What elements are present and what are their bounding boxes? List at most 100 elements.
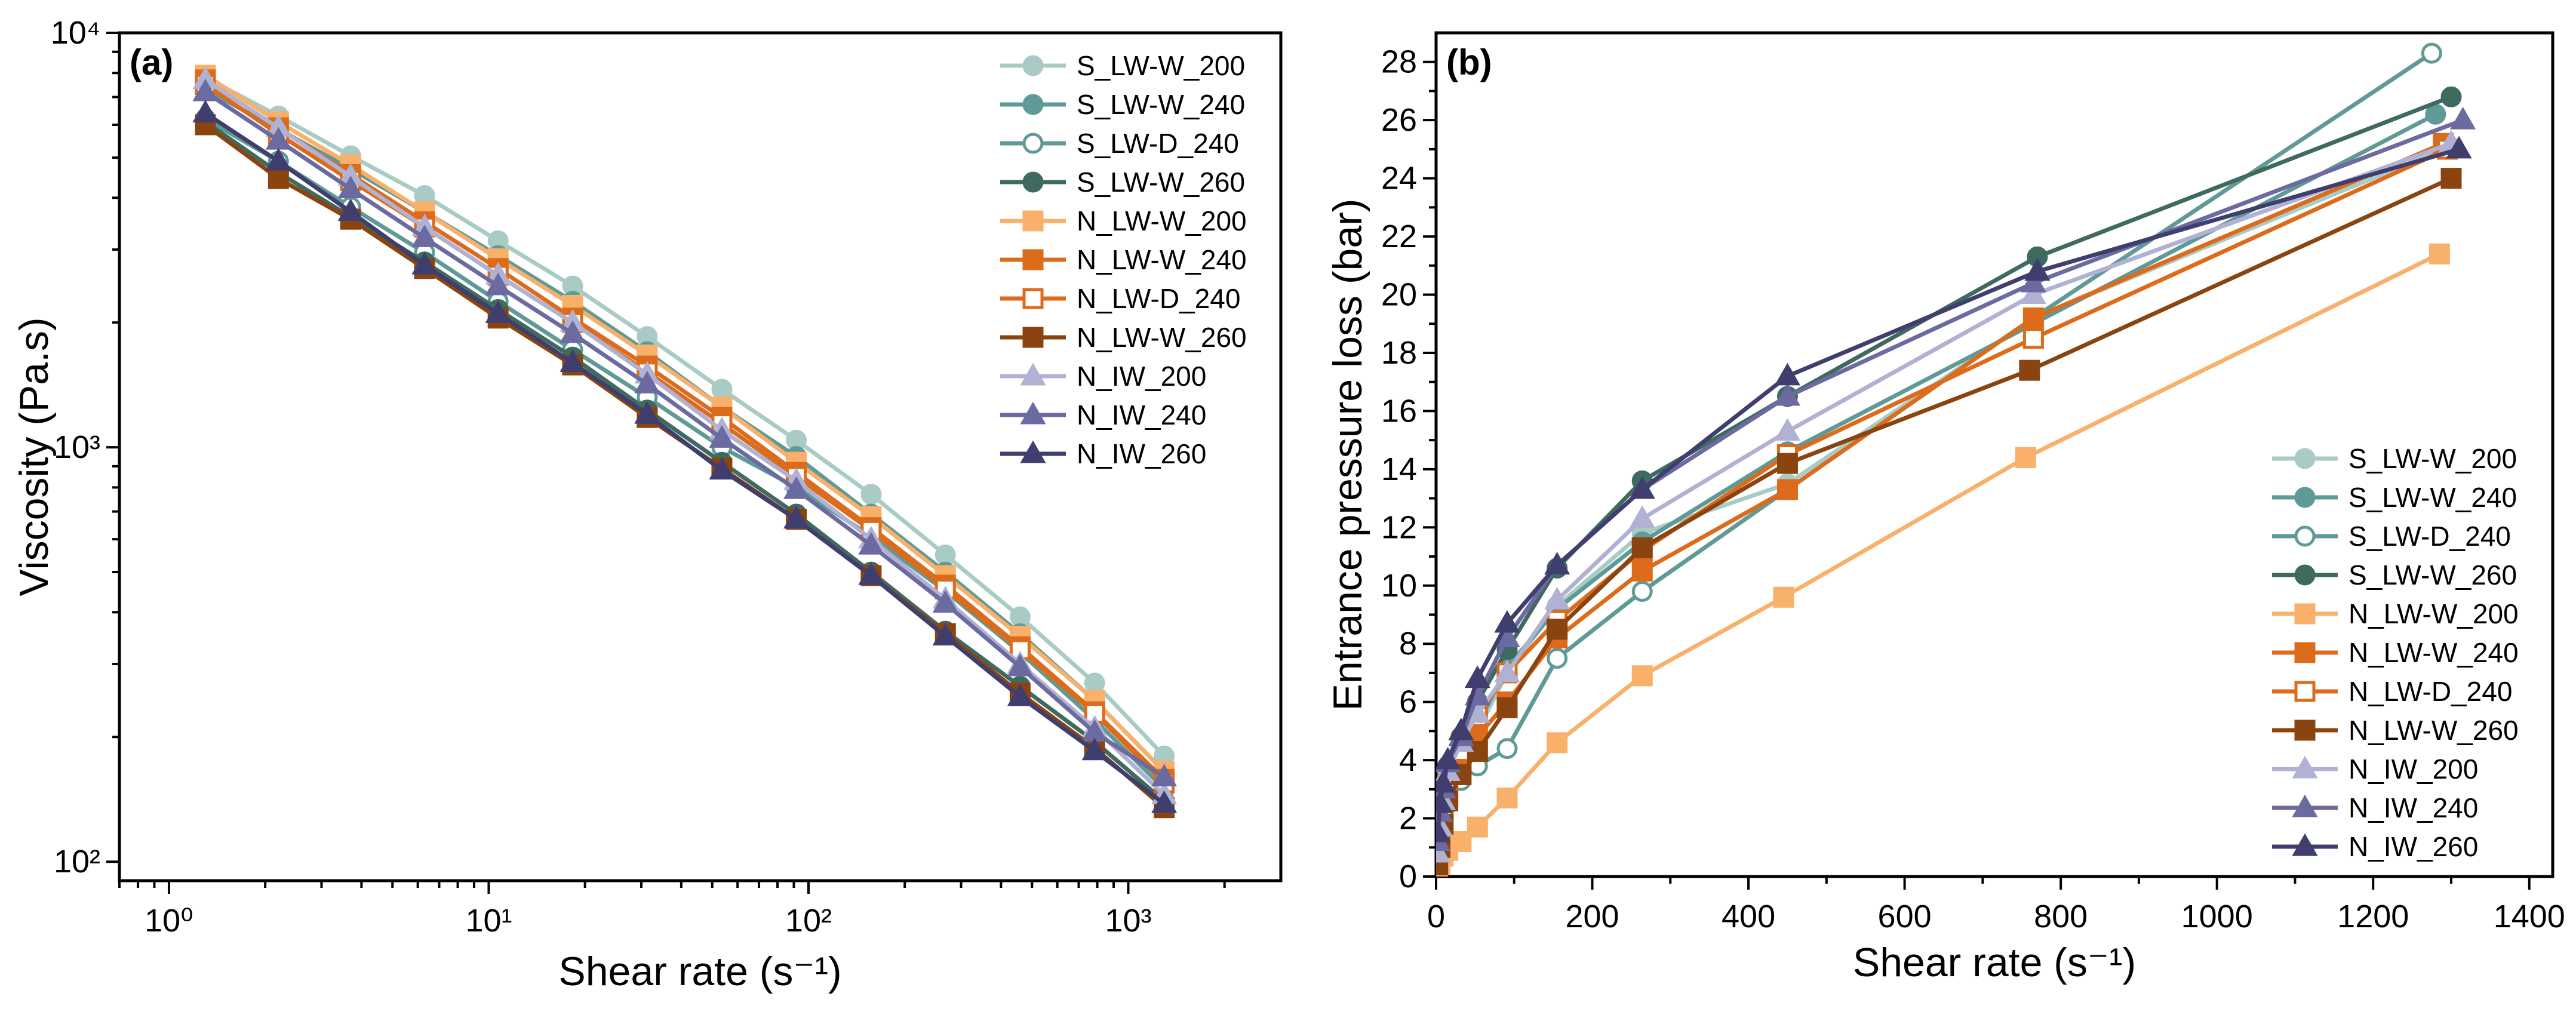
- y-tick-label: 22: [1381, 219, 1417, 254]
- y-tick-label: 26: [1381, 102, 1417, 138]
- legend-marker: [2294, 525, 2316, 547]
- x-tick-label: 10⁰: [145, 903, 193, 939]
- legend-marker: [1022, 288, 1044, 309]
- legend-item: S_LW-W_240: [1000, 89, 1245, 120]
- legend-marker: [1020, 401, 1046, 425]
- data-point: [2019, 359, 2040, 381]
- legend-label: S_LW-W_200: [1077, 50, 1245, 81]
- x-tick-label: 800: [2034, 899, 2088, 934]
- series-line: [204, 75, 1166, 758]
- data-point: [337, 198, 364, 222]
- legend-item: S_LW-D_240: [2272, 521, 2511, 552]
- legend-marker: [2294, 448, 2316, 469]
- panel-label: (b): [1446, 42, 1492, 82]
- y-tick-label: 18: [1381, 335, 1417, 371]
- data-point: [1496, 787, 1518, 808]
- legend-marker: [2294, 719, 2316, 741]
- data-point: [411, 225, 438, 247]
- data-point: [485, 300, 511, 323]
- data-point: [1436, 746, 1461, 770]
- legend-item: N_IW_260: [1000, 438, 1206, 469]
- data-point: [1774, 362, 1801, 386]
- data-point: [2020, 281, 2046, 304]
- legend-item: N_IW_240: [1000, 399, 1206, 430]
- data-point: [860, 484, 882, 505]
- legend-label: N_LW-W_240: [2348, 637, 2519, 668]
- legend-marker: [2294, 564, 2316, 586]
- series-line: [1436, 112, 2437, 860]
- data-point: [2446, 136, 2472, 159]
- legend-item: N_IW_260: [2272, 831, 2478, 862]
- x-tick-label: 0: [1427, 899, 1445, 934]
- legend-item: S_LW-W_260: [2272, 559, 2517, 591]
- x-tick-label: 400: [1722, 899, 1775, 934]
- data-point: [411, 251, 438, 275]
- y-axis-label: Viscosity (Pa.s): [11, 317, 57, 596]
- data-point: [485, 272, 511, 296]
- legend-item: N_LW-W_260: [2272, 715, 2519, 746]
- legend-marker: [2292, 833, 2318, 856]
- y-tick-label: 16: [1381, 393, 1417, 429]
- series-line: [204, 82, 1166, 785]
- legend-label: N_IW_260: [2348, 831, 2478, 862]
- legend-item: N_LW-W_200: [1000, 205, 1247, 236]
- data-point: [560, 320, 586, 343]
- legend-marker: [2294, 681, 2316, 702]
- y-axis-label: Entrance pressure loss (bar): [1325, 199, 1370, 711]
- legend-label: N_IW_200: [1077, 361, 1206, 392]
- data-point: [932, 623, 958, 646]
- data-point: [1467, 816, 1488, 838]
- legend-item: S_LW-D_240: [1000, 128, 1239, 159]
- x-axis-label: Shear rate (s⁻¹): [1853, 940, 2136, 985]
- data-point: [2020, 269, 2046, 293]
- data-point: [1494, 610, 1520, 633]
- data-point: [1496, 738, 1518, 759]
- x-tick-label: 200: [1565, 899, 1619, 934]
- data-point: [1774, 418, 1801, 441]
- data-point: [1496, 697, 1518, 718]
- data-point: [2024, 258, 2051, 281]
- legend-marker: [1022, 210, 1044, 232]
- data-point: [634, 401, 660, 424]
- legend-label: S_LW-W_240: [1077, 89, 1245, 120]
- y-tick-label: 14: [1381, 451, 1417, 487]
- data-point: [1631, 581, 1653, 602]
- legend-item: N_LW-D_240: [1000, 283, 1240, 314]
- data-point: [935, 544, 956, 565]
- data-point: [1776, 453, 1798, 474]
- data-point: [1547, 648, 1568, 669]
- data-point: [1631, 537, 1653, 558]
- data-point: [2022, 328, 2044, 349]
- legend-marker: [2294, 487, 2316, 508]
- legend-item: S_LW-W_240: [2272, 482, 2517, 513]
- legend-label: N_LW-D_240: [1077, 283, 1240, 314]
- data-point: [1081, 737, 1108, 761]
- legend-label: S_LW-W_260: [1077, 167, 1245, 198]
- data-point: [1084, 672, 1105, 694]
- data-point: [783, 476, 810, 499]
- y-tick-label: 8: [1399, 626, 1417, 662]
- legend-marker: [2294, 642, 2316, 663]
- legend-label: N_IW_200: [2348, 754, 2478, 785]
- series-N_IW_260: [1436, 136, 2472, 842]
- legend-item: N_IW_240: [2272, 792, 2478, 823]
- x-tick-label: 10²: [785, 903, 832, 939]
- series-line: [1436, 176, 2452, 865]
- y-tick-label: 12: [1381, 509, 1417, 545]
- legend-marker: [1022, 327, 1044, 348]
- data-point: [1547, 732, 1568, 754]
- y-tick-label: 10⁴: [51, 15, 100, 51]
- legend-item: N_LW-D_240: [2272, 676, 2512, 707]
- data-point: [1436, 819, 1451, 842]
- legend-label: N_IW_240: [1077, 399, 1206, 430]
- x-tick-label: 600: [1878, 899, 1932, 934]
- data-point: [2022, 307, 2044, 328]
- legend-marker: [1020, 440, 1046, 463]
- data-point: [1544, 552, 1570, 575]
- x-tick-label: 1400: [2494, 899, 2565, 934]
- legend-item: N_IW_200: [1000, 361, 1206, 392]
- legend-marker: [1022, 133, 1044, 154]
- y-tick-label: 0: [1399, 859, 1417, 894]
- legend-label: N_LW-W_260: [1077, 322, 1247, 353]
